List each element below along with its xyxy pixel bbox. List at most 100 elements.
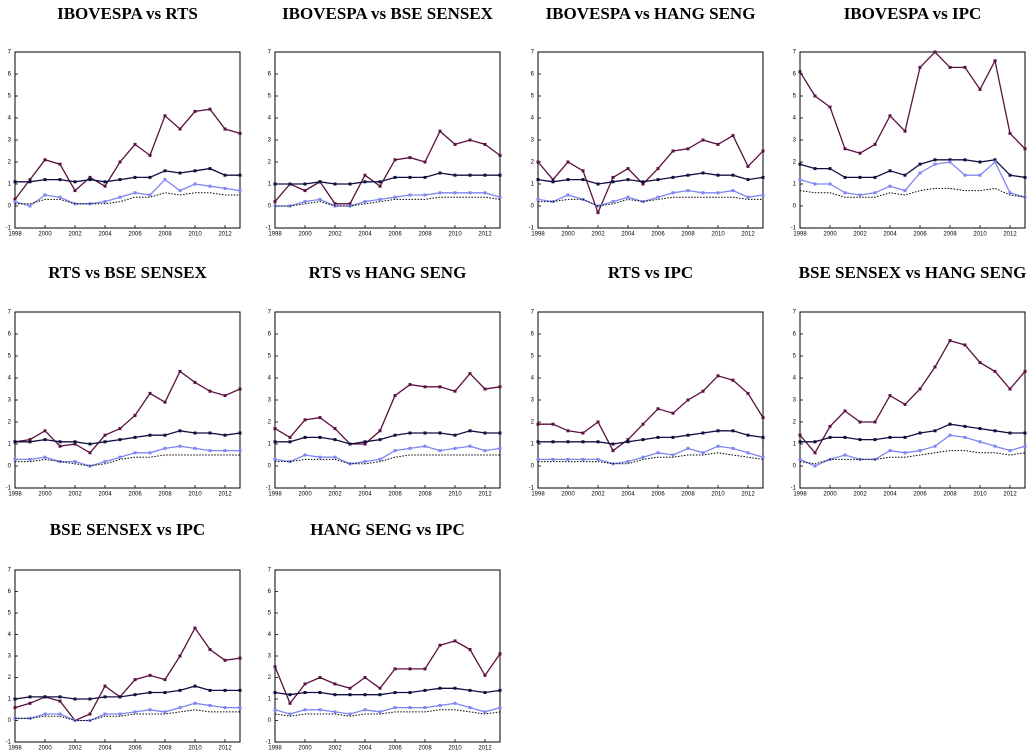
y-tick-label: 1 — [531, 182, 535, 188]
point-marker — [333, 710, 337, 714]
point-marker — [978, 361, 982, 365]
point-marker — [626, 438, 630, 442]
point-marker — [731, 378, 735, 382]
series-line — [274, 640, 501, 705]
y-tick-label: 0 — [531, 204, 535, 210]
point-marker — [1008, 191, 1012, 195]
y-tick-label: 2 — [8, 160, 12, 166]
point-marker — [238, 387, 242, 391]
point-marker — [288, 693, 292, 697]
point-marker — [58, 178, 62, 182]
point-marker — [133, 435, 137, 439]
x-tick-label: 2002 — [328, 746, 342, 752]
point-marker — [761, 416, 765, 420]
plot-frame — [14, 51, 241, 229]
x-tick-label: 2006 — [128, 492, 142, 498]
point-marker — [363, 708, 367, 712]
point-marker — [828, 424, 832, 428]
point-marker — [363, 440, 367, 444]
point-marker — [1008, 387, 1012, 391]
point-marker — [288, 435, 292, 439]
point-marker — [28, 180, 32, 184]
point-marker — [701, 389, 705, 393]
point-marker — [581, 457, 585, 461]
y-tick-label: 4 — [8, 632, 12, 638]
point-marker — [133, 142, 137, 146]
point-marker — [178, 369, 182, 373]
x-tick-label: 2010 — [973, 492, 987, 498]
series-line — [274, 372, 501, 445]
y-tick-label: 5 — [268, 94, 272, 100]
point-marker — [686, 433, 690, 437]
point-marker — [813, 182, 817, 186]
x-tick-label: 1998 — [793, 232, 807, 238]
point-marker — [903, 402, 907, 406]
chart-title: BSE SENSEX vs HANG SENG — [799, 263, 1027, 282]
point-marker — [438, 129, 442, 133]
x-tick-label: 2000 — [38, 746, 52, 752]
point-marker — [13, 440, 17, 444]
point-marker — [468, 138, 472, 142]
point-marker — [903, 435, 907, 439]
point-marker — [193, 169, 197, 173]
x-tick-label: 2012 — [218, 746, 232, 752]
y-tick-label: 3 — [268, 654, 272, 660]
series-line — [14, 108, 241, 200]
point-marker — [163, 400, 167, 404]
point-marker — [273, 182, 277, 186]
y-tick-label: 1 — [268, 697, 272, 703]
point-marker — [223, 127, 227, 131]
point-marker — [28, 701, 32, 705]
point-marker — [716, 142, 720, 146]
point-marker — [888, 184, 892, 188]
point-marker — [641, 438, 645, 442]
point-marker — [963, 424, 967, 428]
point-marker — [746, 451, 750, 455]
point-marker — [393, 195, 397, 199]
point-marker — [918, 162, 922, 166]
y-tick-label: 4 — [268, 116, 272, 122]
point-marker — [333, 455, 337, 459]
point-marker — [393, 158, 397, 162]
point-marker — [318, 197, 322, 201]
point-marker — [118, 160, 122, 164]
point-marker — [716, 429, 720, 433]
point-marker — [88, 175, 92, 179]
point-marker — [978, 440, 982, 444]
y-tick-label: 5 — [8, 354, 12, 360]
point-marker — [656, 435, 660, 439]
x-tick-label: 2000 — [298, 232, 312, 238]
point-marker — [888, 169, 892, 173]
y-tick-label: 5 — [793, 354, 797, 360]
y-tick-label: 6 — [268, 589, 272, 595]
point-marker — [468, 191, 472, 195]
point-marker — [903, 129, 907, 133]
y-tick-label: 1 — [268, 182, 272, 188]
series-line — [274, 702, 501, 715]
point-marker — [468, 444, 472, 448]
point-marker — [163, 446, 167, 450]
x-tick-label: 2008 — [943, 232, 957, 238]
point-marker — [148, 175, 152, 179]
y-tick-label: 7 — [8, 568, 12, 574]
x-tick-label: 2004 — [621, 492, 635, 498]
y-tick-label: 7 — [268, 310, 272, 316]
x-tick-label: 2002 — [591, 492, 605, 498]
point-marker — [363, 676, 367, 679]
point-marker — [103, 440, 107, 444]
point-marker — [103, 695, 107, 699]
y-tick-label: 3 — [8, 138, 12, 144]
point-marker — [843, 435, 847, 439]
point-marker — [858, 193, 862, 197]
point-marker — [761, 435, 765, 439]
point-marker — [73, 189, 77, 193]
point-marker — [873, 142, 877, 146]
y-tick-label: 4 — [268, 632, 272, 638]
x-tick-label: 2006 — [651, 232, 665, 238]
point-marker — [43, 429, 47, 433]
series-line — [15, 430, 241, 445]
x-tick-label: 2004 — [883, 492, 897, 498]
series-line — [15, 454, 240, 467]
point-marker — [208, 648, 212, 652]
